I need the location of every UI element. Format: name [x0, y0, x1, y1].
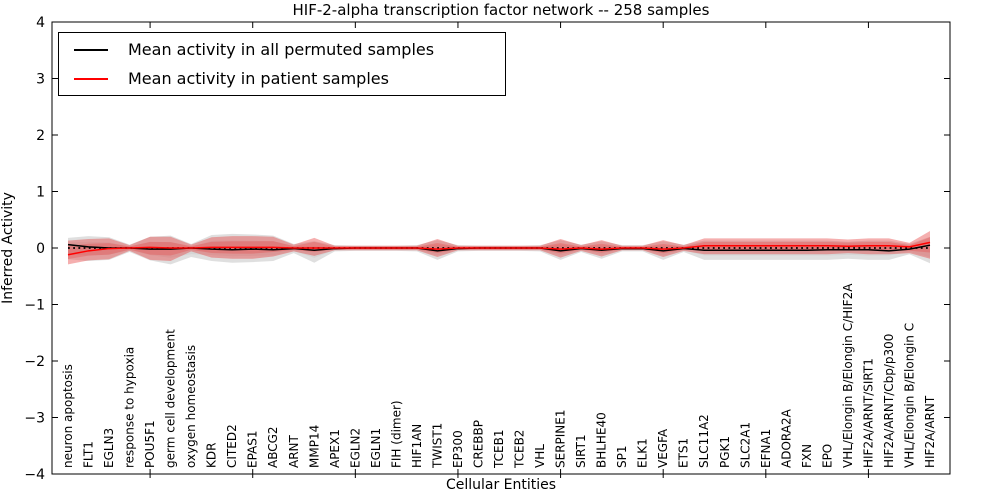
x-tick-label: MMP14 [307, 425, 321, 468]
permuted-line-swatch [74, 48, 108, 51]
x-axis-label: Cellular Entities [445, 477, 557, 493]
y-tick-label: −4 [24, 467, 45, 483]
x-tick-label: SLC11A2 [697, 414, 711, 468]
x-tick-label: germ cell development [164, 329, 178, 468]
x-tick-label: KDR [205, 443, 219, 468]
chart-title: HIF-2-alpha transcription factor network… [292, 1, 710, 19]
y-tick-labels-group: 4 3 2 1 0 −1 −2 −3 −4 [24, 15, 45, 483]
x-tick-label: EFNA1 [759, 429, 773, 468]
permuted-band-outer [68, 233, 930, 265]
patient-line-swatch [74, 77, 108, 80]
x-tick-labels-group: neuron apoptosis FLT1 EGLN3 response to hyp… [61, 283, 937, 469]
x-tick-label: PGK1 [718, 436, 732, 468]
x-tick-label: VEGFA [656, 428, 670, 468]
x-tick-label: APEX1 [328, 429, 342, 468]
x-tick-label: TWIST1 [430, 423, 444, 469]
x-tick-label: BHLHE40 [595, 412, 609, 468]
x-tick-label: ETS1 [677, 438, 691, 468]
x-tick-label: FLT1 [82, 441, 96, 468]
legend-label-patient: Mean activity in patient samples [128, 69, 389, 88]
x-tick-label: EGLN3 [102, 428, 116, 468]
x-tick-label: ARNT [287, 434, 301, 468]
x-tick-label: ELK1 [636, 438, 650, 468]
ticks-group [52, 21, 950, 478]
x-tick-label: EP300 [451, 430, 465, 468]
y-tick-label: 1 [36, 185, 45, 201]
y-tick-label: −3 [24, 411, 45, 427]
x-tick-label: CREBBP [471, 420, 485, 468]
x-tick-label: SLC2A1 [738, 422, 752, 468]
x-tick-label: SP1 [615, 446, 629, 469]
x-tick-label: VHL/Elongin B/Elongin C/HIF2A [841, 283, 855, 468]
x-tick-label: POU5F1 [143, 420, 157, 468]
x-tick-label: oxygen homeostasis [184, 345, 198, 468]
x-tick-label: response to hypoxia [123, 347, 137, 468]
x-tick-label: VHL/Elongin B/Elongin C [902, 323, 916, 468]
x-tick-label: VHL [533, 444, 547, 468]
x-tick-label: TCEB2 [513, 430, 527, 469]
lines-group [67, 241, 931, 256]
x-tick-label: SERPINE1 [554, 409, 568, 468]
x-tick-label: HIF2A/ARNT/Cbp/p300 [882, 334, 896, 468]
x-tick-label: EPAS1 [246, 430, 260, 468]
legend-label-permuted: Mean activity in all permuted samples [128, 40, 435, 59]
x-tick-label: ABCG2 [266, 426, 280, 468]
legend-row-permuted: Mean activity in all permuted samples [59, 36, 505, 64]
x-tick-label: HIF2A/ARNT [923, 395, 937, 468]
x-tick-label: neuron apoptosis [61, 364, 75, 468]
x-tick-label: TCEB1 [492, 430, 506, 469]
y-tick-label: −1 [24, 298, 45, 314]
legend: Mean activity in all permuted samples Me… [58, 32, 506, 96]
y-tick-label: 2 [36, 128, 45, 144]
patient-mean-line [67, 241, 931, 256]
x-tick-label: SIRT1 [574, 434, 588, 468]
x-tick-label: HIF1AN [410, 424, 424, 468]
y-tick-label: 3 [36, 72, 45, 88]
x-tick-label: FXN [800, 444, 814, 468]
x-tick-label: EGLN1 [369, 428, 383, 468]
y-tick-label: 0 [36, 241, 45, 257]
permuted-band-inner [68, 240, 930, 258]
y-tick-label: −2 [24, 354, 45, 370]
x-tick-label: EPO [820, 444, 834, 468]
x-tick-label: EGLN2 [348, 428, 362, 468]
y-tick-label: 4 [36, 15, 45, 31]
legend-row-patient: Mean activity in patient samples [59, 65, 505, 93]
x-tick-label: HIF2A/ARNT/SIRT1 [861, 358, 875, 468]
x-tick-label: CITED2 [225, 424, 239, 468]
bands-group [68, 231, 930, 265]
y-axis-label: Inferred Activity [0, 192, 16, 304]
x-tick-label: ADORA2A [779, 408, 793, 468]
x-tick-label: FIH (dimer) [389, 400, 403, 468]
